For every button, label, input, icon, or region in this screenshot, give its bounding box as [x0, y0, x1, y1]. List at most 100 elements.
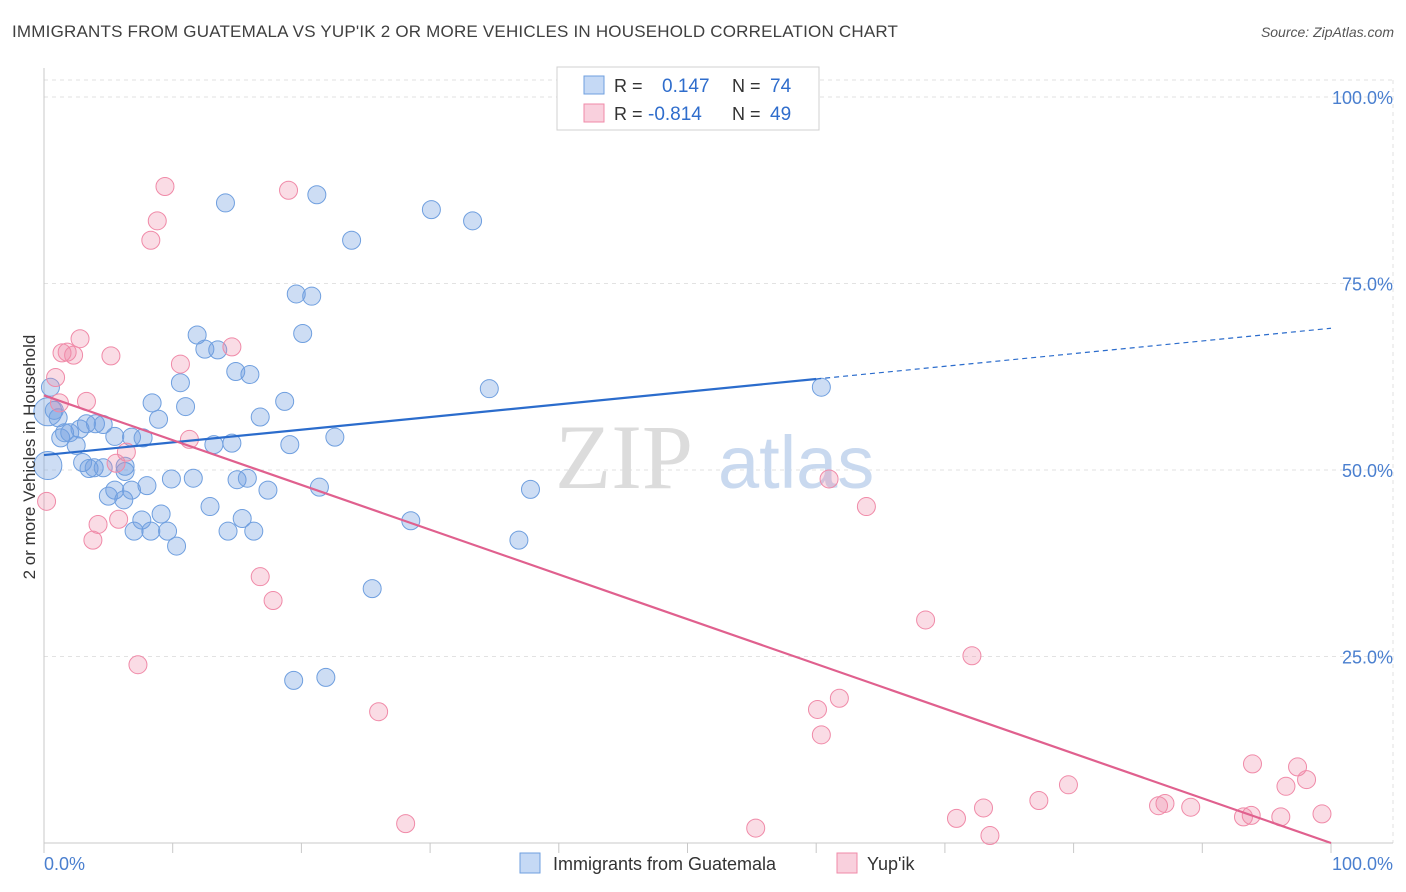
stats-n-label: N = [732, 104, 761, 124]
point-guatemala [302, 286, 322, 306]
point-guatemala [293, 323, 313, 343]
point-yupik [88, 514, 108, 534]
point-guatemala [421, 200, 441, 220]
point-yupik [64, 345, 84, 365]
source-credit: Source: ZipAtlas.com [1260, 24, 1394, 40]
point-yupik [1029, 790, 1049, 810]
watermark-atlas: atlas [718, 421, 874, 504]
point-yupik [222, 337, 242, 357]
legend-label-yupik: Yup'ik [867, 854, 915, 874]
point-guatemala [509, 530, 529, 550]
point-guatemala [76, 414, 96, 434]
point-guatemala [811, 377, 831, 397]
point-guatemala [463, 211, 483, 231]
series-legend: Immigrants from Guatemala Yup'ik [519, 852, 915, 874]
point-yupik [1242, 754, 1262, 774]
point-guatemala [218, 521, 238, 541]
point-yupik [916, 610, 936, 630]
point-yupik [52, 343, 72, 363]
stats-row-blue: R = 0.147 N = 74 [583, 75, 792, 97]
point-yupik [1276, 776, 1296, 796]
y-tick-label: 25.0% [1342, 648, 1393, 668]
point-yupik [856, 497, 876, 517]
point-guatemala [240, 365, 260, 385]
point-yupik [1181, 797, 1201, 817]
stats-n-label: N = [732, 76, 761, 96]
point-guatemala [307, 185, 327, 205]
x-tick-label: 0.0% [44, 854, 85, 874]
y-tick-label: 75.0% [1342, 275, 1393, 295]
trend-lines [43, 327, 1332, 845]
point-guatemala [114, 490, 134, 510]
trend-line-yupik [43, 394, 1332, 845]
x-tick-labels: 0.0% 100.0% [44, 854, 1393, 874]
point-yupik [1233, 807, 1253, 827]
point-yupik [37, 491, 57, 511]
point-guatemala [105, 426, 125, 446]
point-guatemala [479, 379, 499, 399]
y-axis-label: 2 or more Vehicles in Household [20, 335, 39, 580]
watermark-zip: ZIP [555, 406, 693, 508]
stats-swatch-blue [583, 75, 605, 95]
point-yupik [70, 329, 90, 349]
y-tick-label: 50.0% [1342, 461, 1393, 481]
point-guatemala [280, 435, 300, 455]
point-guatemala [167, 536, 187, 556]
point-guatemala [60, 423, 80, 443]
watermark: ZIP atlas [555, 406, 874, 508]
point-yupik [811, 725, 831, 745]
point-guatemala [215, 193, 235, 213]
y-tick-labels: 100.0% 75.0% 50.0% 25.0% [1332, 88, 1393, 668]
point-guatemala [325, 427, 345, 447]
point-yupik [46, 367, 66, 387]
legend-swatch-yupik [836, 852, 858, 874]
point-guatemala [33, 451, 63, 481]
point-guatemala [70, 419, 90, 439]
point-guatemala [55, 423, 75, 443]
point-yupik [369, 702, 389, 722]
point-guatemala [275, 391, 295, 411]
point-guatemala [222, 433, 242, 453]
point-guatemala [226, 362, 246, 382]
point-yupik [263, 591, 283, 611]
point-guatemala [142, 393, 162, 413]
point-yupik [829, 688, 849, 708]
stats-row-pink: R = -0.814 N = 49 [583, 103, 791, 125]
point-guatemala [170, 373, 190, 393]
point-yupik [101, 346, 121, 366]
stats-r-value: -0.814 [648, 104, 702, 125]
point-yupik [980, 826, 1000, 846]
point-yupik [396, 814, 416, 834]
point-yupik [279, 180, 299, 200]
trend-line-guatemala-projection [816, 327, 1332, 380]
point-guatemala [161, 469, 181, 489]
point-yupik [1155, 793, 1175, 813]
chart-title: IMMIGRANTS FROM GUATEMALA VS YUP'IK 2 OR… [12, 22, 899, 41]
point-yupik [746, 818, 766, 838]
legend-label-guatemala: Immigrants from Guatemala [553, 854, 777, 874]
point-guatemala [149, 409, 169, 429]
stats-n-value: 74 [770, 76, 792, 97]
point-yupik [141, 230, 161, 250]
point-guatemala [200, 497, 220, 517]
trend-line-guatemala [43, 377, 817, 457]
point-guatemala [520, 479, 540, 499]
point-guatemala [316, 667, 336, 687]
point-guatemala [141, 521, 161, 541]
point-yupik [807, 699, 827, 719]
point-guatemala [151, 504, 171, 524]
point-guatemala [122, 480, 142, 500]
point-guatemala [362, 579, 382, 599]
stats-legend: R = 0.147 N = 74 R = -0.814 N = 49 [556, 66, 820, 131]
y-tick-label: 100.0% [1332, 88, 1393, 108]
point-yupik [962, 646, 982, 666]
stats-r-label: R = [614, 76, 643, 96]
axes [43, 68, 1393, 853]
point-guatemala [158, 521, 178, 541]
point-yupik [974, 798, 994, 818]
point-yupik [170, 354, 190, 374]
point-guatemala [227, 470, 247, 490]
point-guatemala [237, 468, 257, 488]
point-guatemala [258, 480, 278, 500]
